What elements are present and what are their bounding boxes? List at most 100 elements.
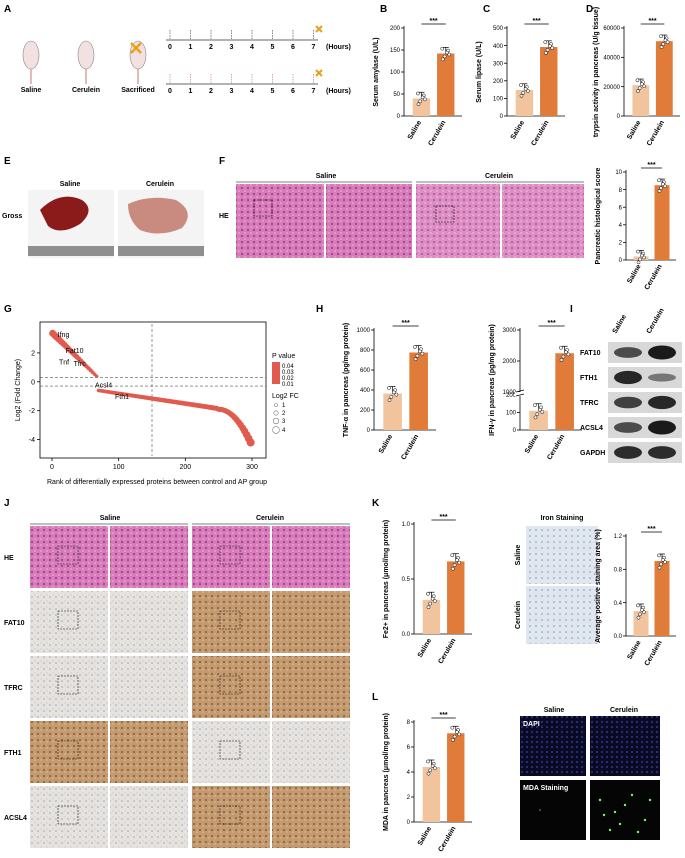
data-point [640, 608, 644, 612]
row-label-cerulein: Cerulein [515, 601, 522, 629]
hour-tick: 7 [312, 44, 316, 51]
legend-tick: 0.04 [282, 364, 294, 370]
ihc-micrograph [192, 526, 270, 588]
data-point [636, 603, 640, 608]
timelines: 0 1 2 3 4 5 6 7 (Hours) 0 1 2 3 4 5 6 7 (Hours) [166, 25, 351, 95]
data-point [635, 78, 640, 83]
bar [447, 561, 465, 634]
y-tick-label: 0.8 [614, 568, 623, 574]
ihc-micrograph [192, 786, 270, 848]
row-label-dapi: DAPI [523, 721, 540, 728]
data-point [659, 186, 663, 190]
mouse-saline [22, 40, 40, 84]
x-tick-label: Saline [417, 825, 433, 846]
y-tick-label: -4 [29, 437, 35, 444]
y-tick-label: 2 [619, 241, 623, 247]
significance-mark: *** [439, 712, 447, 719]
legend-tick: 1 [282, 403, 286, 409]
panel-letter-k: K [372, 498, 380, 509]
band-label: TFRC [580, 400, 599, 407]
panel-i: I Saline Cerulein FAT10 FTH1 TFRC ACSL4 GAPD… [570, 304, 682, 463]
y-tick-label: 1000 [357, 328, 371, 334]
data-point [661, 42, 666, 46]
y-tick-label: 1000 [503, 390, 517, 396]
ihc-micrograph [192, 656, 270, 718]
y-tick-label: 8 [619, 188, 623, 194]
gene-label: Acsl4 [95, 383, 112, 390]
x-tick-label: Cerulein [437, 638, 457, 666]
data-point [455, 730, 459, 734]
y-tick-label: 0 [500, 114, 504, 120]
mouse-label-saline: Saline [21, 87, 42, 94]
data-point [659, 34, 663, 39]
row-label: FAT10 [4, 620, 25, 627]
pvalue-legend: P value 0.04 0.03 0.02 0.01 Log2 FC 1 2 … [272, 353, 299, 434]
y-tick-label: 60000 [603, 26, 620, 32]
data-point [413, 345, 417, 349]
x-tick-label: Saline [378, 433, 394, 454]
y-axis-label: Pancreatic histological score [595, 167, 602, 264]
hour-tick: 3 [230, 88, 234, 95]
mouse-sacrificed [129, 40, 147, 84]
mda-dot [613, 810, 617, 814]
band-label: ACSL4 [580, 425, 603, 432]
data-point [638, 612, 642, 617]
gene-label: Ifng [58, 332, 70, 339]
iron-micrograph-saline [526, 526, 598, 584]
y-tick-label: 0 [367, 428, 371, 434]
row-label: HE [4, 555, 14, 562]
x-tick-label: Cerulein [437, 826, 457, 854]
data-point [447, 52, 452, 57]
col-label-saline: Saline [544, 707, 565, 714]
x-tick-label: 100 [113, 464, 125, 471]
panel-letter-g: G [4, 304, 12, 315]
y-tick-label: 600 [360, 368, 371, 374]
col-label-cerulein: Cerulein [146, 181, 174, 188]
y-axis-label: Average positive staining area (%) [595, 529, 602, 643]
data-point [657, 565, 662, 570]
data-point [415, 353, 420, 358]
hour-tick: 2 [209, 88, 213, 95]
ihc-micrograph [110, 786, 188, 848]
data-point [426, 771, 431, 776]
dapi-saline [520, 716, 586, 776]
x-tick-label: Cerulein [644, 640, 664, 668]
protein-point [246, 438, 255, 447]
ihc-micrograph [30, 721, 108, 783]
y-tick-label: 4 [619, 223, 623, 229]
significance-mark: *** [402, 320, 410, 327]
y-tick-label: 100 [506, 411, 517, 417]
data-point [452, 734, 457, 739]
data-point [416, 102, 421, 107]
band-label: GAPDH [580, 450, 605, 457]
chart-f2: 0 2 4 6 8 10 Pancreatic histological score Sali… [595, 162, 676, 291]
y-axis-label: IFN-γ in pancreas (pg/mg protein) [489, 324, 496, 436]
data-point [450, 725, 455, 730]
micrograph-saline [236, 184, 324, 258]
x-tick-label: Saline [417, 637, 433, 658]
x-tick-label: Saline [524, 433, 540, 454]
legend-title: Log2 FC [272, 393, 299, 400]
y-tick-label: 0.4 [614, 601, 623, 607]
significance-mark: *** [647, 526, 655, 533]
chart-k2: 0.0 0.4 0.8 1.2 Average positive staining ar… [595, 526, 676, 667]
data-point [418, 349, 422, 354]
data-point [540, 410, 545, 414]
col-label-cerulein: Cerulein [256, 515, 284, 522]
y-tick-label: 2 [407, 795, 411, 801]
blot-band [648, 395, 676, 410]
y-tick-label: 800 [360, 348, 371, 354]
cross-icon [315, 69, 323, 77]
x-tick-label: Saline [626, 263, 642, 284]
hour-tick: 4 [250, 88, 254, 95]
row-label: FTH1 [4, 750, 22, 757]
micrograph-saline-zoom [326, 184, 412, 258]
mda-dot [602, 813, 606, 817]
y-tick-label: 200 [506, 393, 517, 399]
ihc-micrograph [272, 786, 350, 848]
row-label-gross: Gross [2, 213, 22, 220]
bar [422, 767, 441, 822]
western-blot: FAT10 FTH1 TFRC ACSL4 GAPDH [580, 342, 682, 463]
ihc-micrograph [30, 786, 108, 848]
gene-label: Fth1 [115, 394, 129, 401]
